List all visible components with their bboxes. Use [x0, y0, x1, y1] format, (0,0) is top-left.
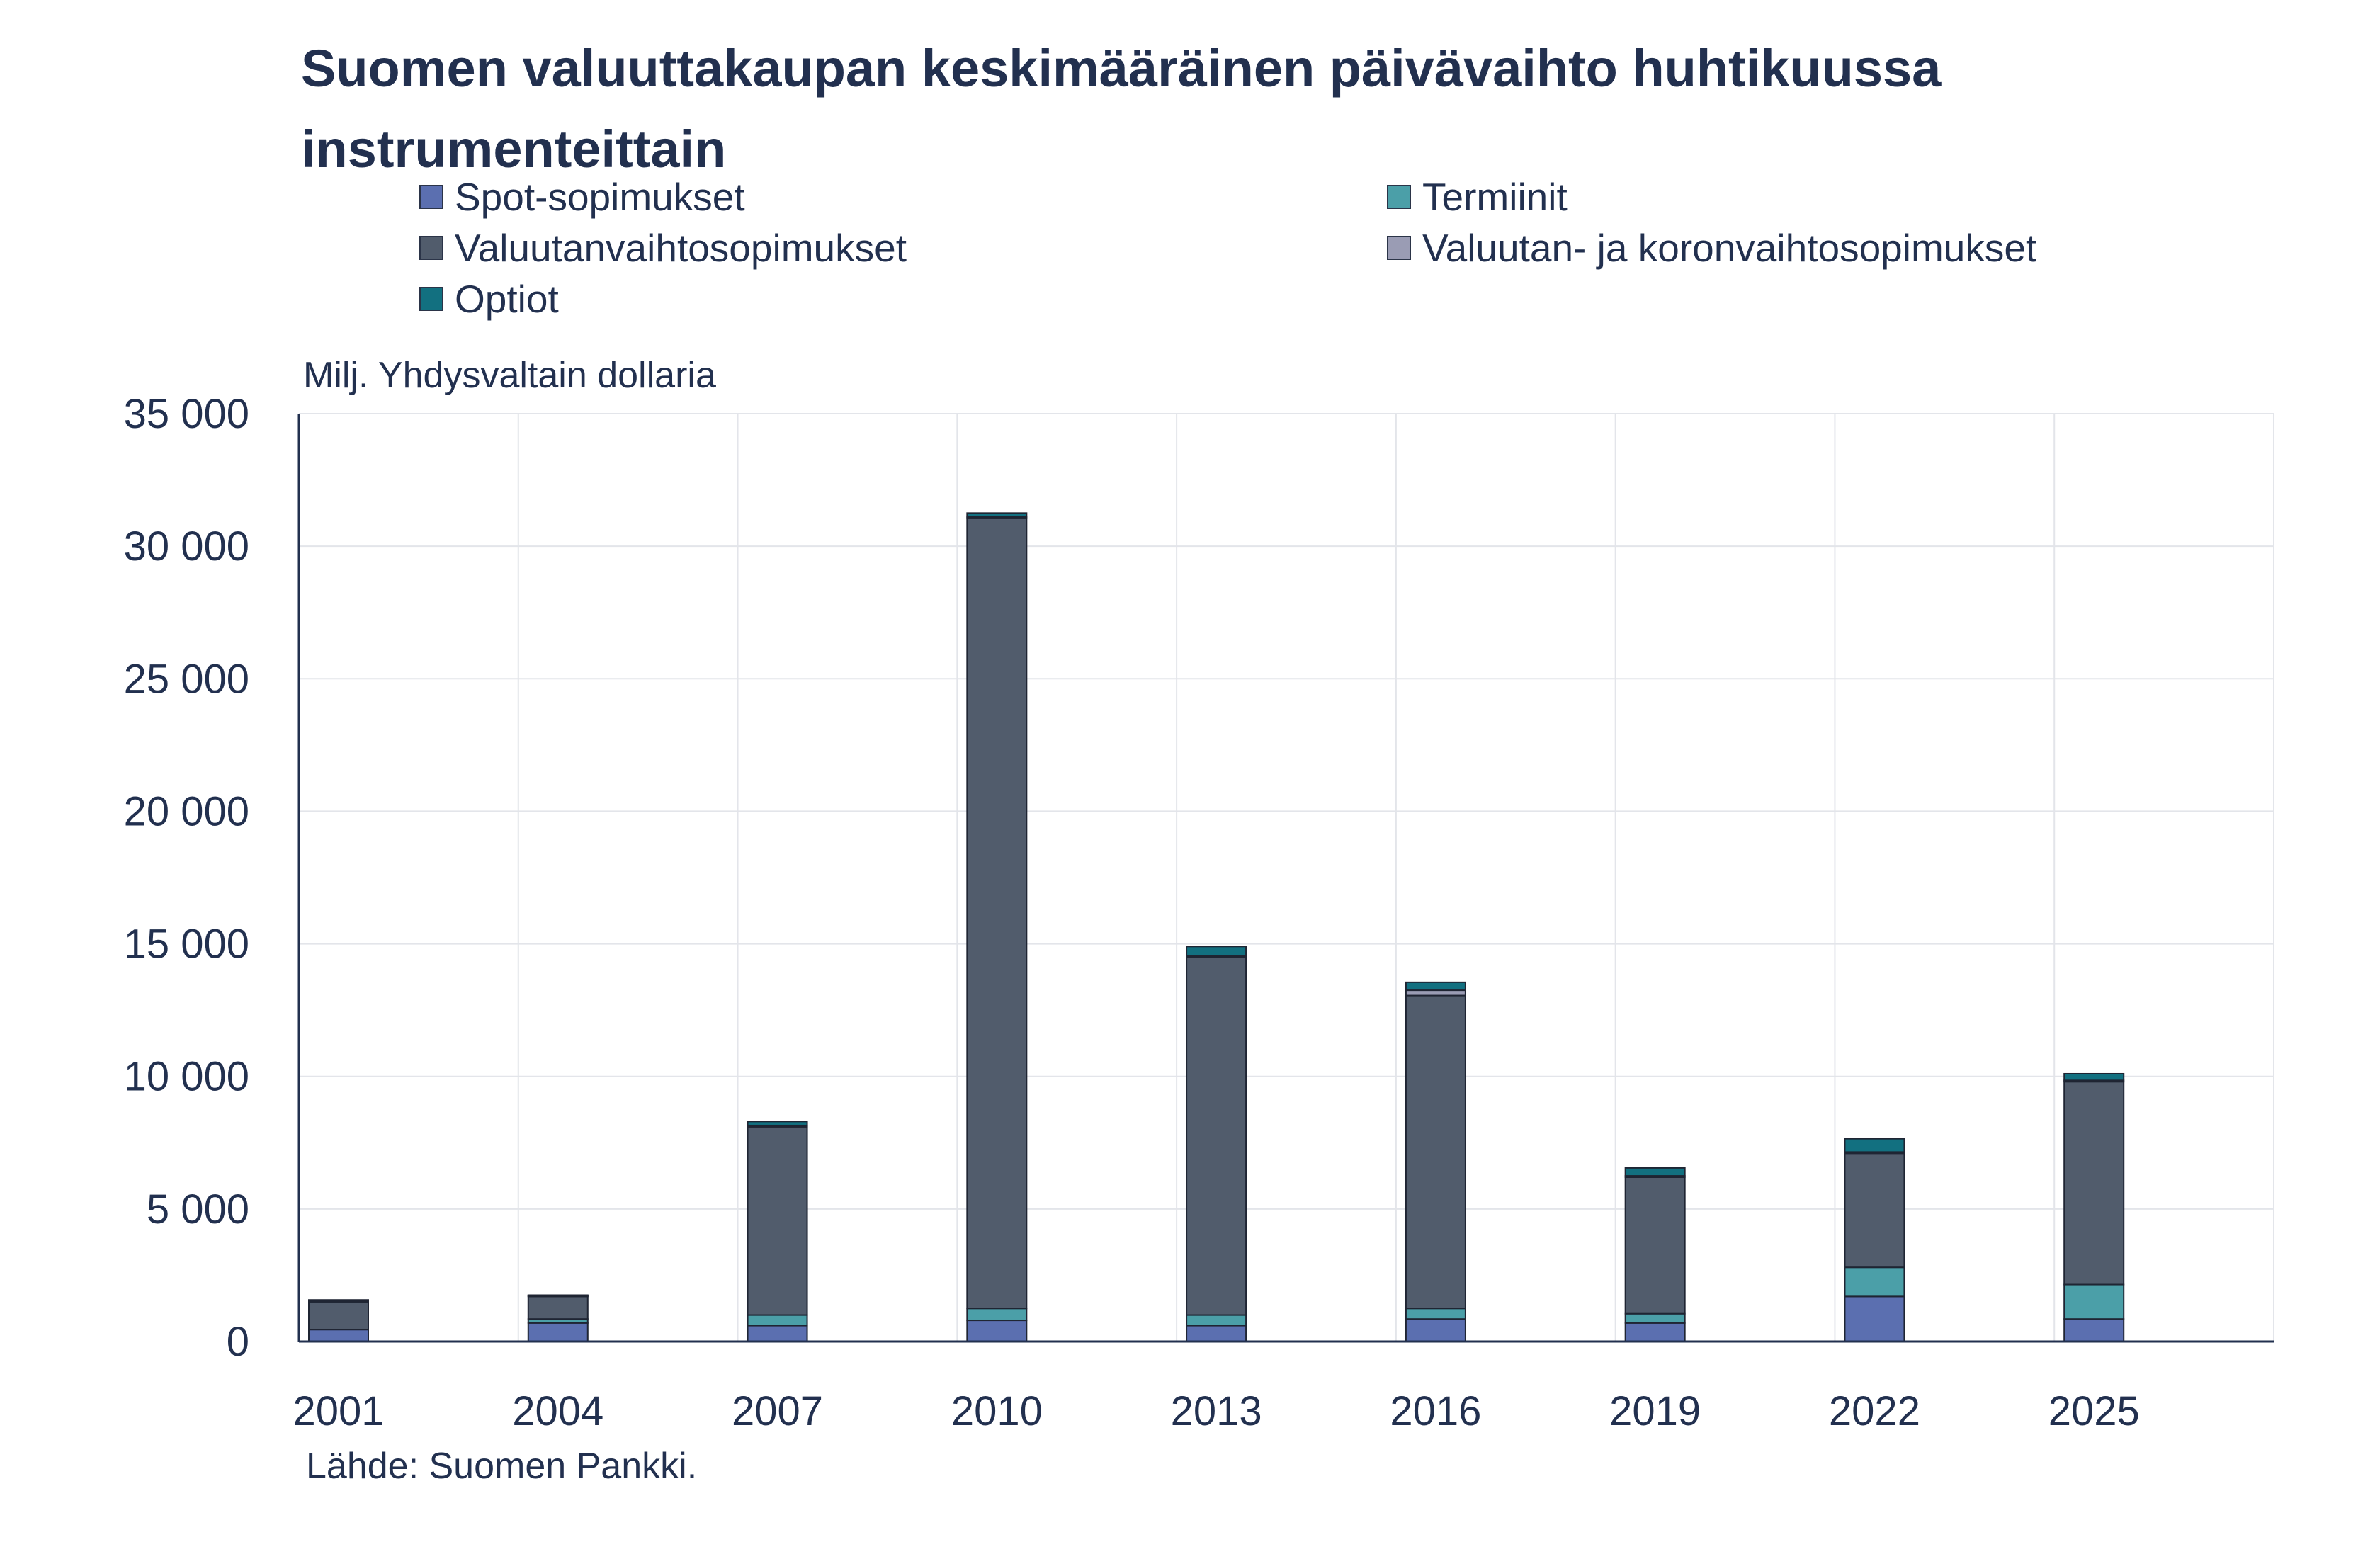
legend-item: Valuutanvaihtosopimukset [419, 225, 907, 271]
bar-segment-2010-0 [966, 1320, 1028, 1342]
bar-segment-2004-2 [527, 1295, 589, 1320]
bar-segment-2025-2 [2063, 1081, 2125, 1286]
bar-segment-2007-2 [747, 1125, 808, 1316]
legend-swatch [1387, 185, 1411, 209]
y-tick-label: 5 000 [147, 1186, 249, 1232]
bar-segment-2013-0 [1186, 1325, 1247, 1342]
x-tick-label: 2010 [951, 1388, 1043, 1434]
x-tick-label: 2022 [1829, 1388, 1920, 1434]
legend: Spot-sopimukset Termiinit Valuutanvaihtoso… [0, 0, 2380, 368]
bar-segment-2016-1 [1405, 1308, 1466, 1320]
legend-label: Spot-sopimukset [455, 175, 745, 219]
y-tick-label: 35 000 [124, 391, 249, 437]
bar-segment-2004-4 [527, 1294, 589, 1297]
x-tick-label: 2019 [1609, 1388, 1701, 1434]
y-tick-label: 20 000 [124, 788, 249, 834]
legend-label: Valuutanvaihtosopimukset [455, 226, 907, 270]
legend-item: Spot-sopimukset [419, 174, 745, 220]
y-tick-label: 10 000 [124, 1054, 249, 1100]
bar-segment-2013-4 [1186, 946, 1247, 957]
bar-segment-2016-0 [1405, 1318, 1466, 1342]
bar-segment-2007-0 [747, 1325, 808, 1342]
bar-segment-2022-2 [1844, 1152, 1905, 1269]
bar-segment-2025-4 [2063, 1072, 2125, 1082]
bar-segment-2004-0 [527, 1322, 589, 1343]
legend-item: Termiinit [1387, 174, 1568, 220]
bar-segment-2013-2 [1186, 956, 1247, 1316]
x-tick-label: 2007 [732, 1388, 823, 1434]
x-tick-label: 2004 [512, 1388, 604, 1434]
y-axis-unit-label: Milj. Yhdysvaltain dollaria [303, 355, 716, 396]
x-tick-label: 2025 [2048, 1388, 2140, 1434]
x-tick-label: 2001 [293, 1388, 384, 1434]
source-note: Lähde: Suomen Pankki. [306, 1446, 698, 1487]
legend-swatch [419, 287, 443, 311]
bar-segment-2007-1 [747, 1314, 808, 1327]
bar-segment-2007-4 [747, 1121, 808, 1126]
bar-segment-2019-2 [1624, 1176, 1686, 1315]
bar-segment-2025-0 [2063, 1318, 2125, 1342]
bar-segment-2001-2 [308, 1300, 369, 1331]
legend-label: Valuutan- ja koronvaihtosopimukset [1422, 226, 2037, 270]
y-tick-label: 25 000 [124, 656, 249, 702]
x-tick-label: 2016 [1390, 1388, 1481, 1434]
bar-segment-2022-4 [1844, 1138, 1905, 1153]
bar-segment-2016-2 [1405, 994, 1466, 1310]
y-tick-label: 15 000 [124, 921, 249, 968]
bar-segment-2010-2 [966, 517, 1028, 1310]
bar-segment-2001-0 [308, 1329, 369, 1342]
bar-segment-2019-1 [1624, 1312, 1686, 1324]
bar-segment-2001-4 [308, 1299, 369, 1303]
legend-label: Termiinit [1422, 175, 1568, 219]
bar-segment-2010-4 [966, 512, 1028, 518]
bar-segment-2016-3 [1405, 989, 1466, 997]
legend-swatch [419, 185, 443, 209]
legend-label: Optiot [455, 277, 559, 321]
bar-segment-2025-1 [2063, 1283, 2125, 1320]
legend-item: Optiot [419, 276, 559, 322]
chart-title: Suomen valuuttakaupan keskimääräinen päi… [301, 39, 1942, 178]
legend-swatch [419, 236, 443, 260]
bar-segment-2019-0 [1624, 1322, 1686, 1343]
y-tick-label: 0 [227, 1319, 249, 1365]
bar-segment-2022-0 [1844, 1295, 1905, 1343]
y-tick-label: 30 000 [124, 523, 249, 569]
bar-segment-2010-1 [966, 1308, 1028, 1322]
bar-segment-2016-4 [1405, 981, 1466, 992]
bar-segment-2013-1 [1186, 1314, 1247, 1327]
x-tick-label: 2013 [1171, 1388, 1262, 1434]
legend-swatch [1387, 236, 1411, 260]
legend-item: Valuutan- ja koronvaihtosopimukset [1387, 225, 2036, 271]
bar-segment-2019-4 [1624, 1167, 1686, 1177]
bar-segment-2022-1 [1844, 1266, 1905, 1298]
